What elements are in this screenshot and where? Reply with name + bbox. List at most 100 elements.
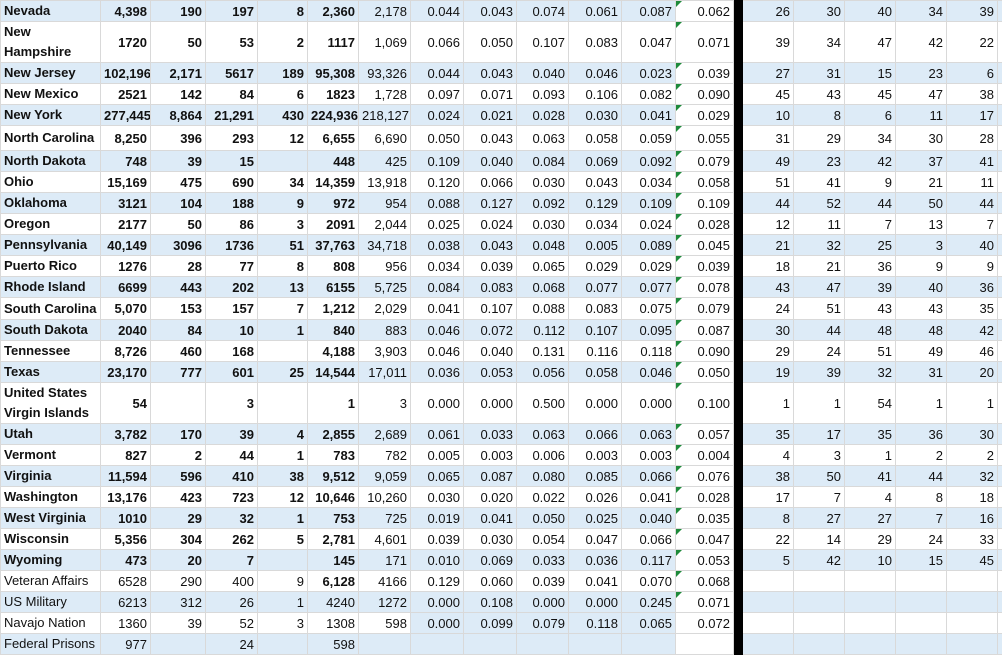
count-cell[interactable]: 54 bbox=[101, 383, 151, 424]
rank-cell[interactable] bbox=[845, 592, 896, 613]
rate-cell[interactable]: 0.088 bbox=[411, 193, 464, 214]
count-cell[interactable]: 777 bbox=[151, 362, 206, 383]
rank-cell[interactable]: 23 bbox=[794, 151, 845, 172]
rate-cell[interactable]: 0.087 bbox=[464, 466, 517, 487]
rate-cell[interactable]: 0.068 bbox=[517, 277, 569, 298]
rank-cell[interactable] bbox=[896, 613, 947, 634]
rate-cell[interactable]: 0.108 bbox=[464, 592, 517, 613]
average-rate-cell[interactable]: 0.045 bbox=[676, 235, 734, 256]
rate-cell[interactable]: 0.082 bbox=[622, 84, 676, 105]
rank-cell[interactable]: 6 bbox=[947, 63, 998, 84]
count-cell[interactable]: 1,212 bbox=[308, 298, 359, 320]
count-cell[interactable]: 4 bbox=[258, 424, 308, 445]
rate-cell[interactable]: 0.034 bbox=[569, 214, 622, 235]
rate-cell[interactable]: 0.041 bbox=[464, 508, 517, 529]
rank-cell[interactable]: 43 bbox=[743, 277, 794, 298]
count-cell[interactable]: 6,655 bbox=[308, 126, 359, 151]
count-cell[interactable]: 2177 bbox=[101, 214, 151, 235]
empty-cell[interactable] bbox=[998, 105, 1002, 126]
rank-cell[interactable]: 43 bbox=[845, 298, 896, 320]
rank-cell[interactable]: 51 bbox=[743, 172, 794, 193]
average-rate-cell[interactable]: 0.039 bbox=[676, 63, 734, 84]
rate-cell[interactable]: 0.039 bbox=[517, 571, 569, 592]
rate-cell[interactable]: 0.065 bbox=[622, 613, 676, 634]
count-cell[interactable]: 25 bbox=[258, 362, 308, 383]
average-rate-cell[interactable]: 0.090 bbox=[676, 84, 734, 105]
row-name-cell[interactable]: South Dakota bbox=[1, 320, 101, 341]
rate-cell[interactable]: 0.059 bbox=[622, 126, 676, 151]
count-cell[interactable]: 475 bbox=[151, 172, 206, 193]
empty-cell[interactable] bbox=[998, 298, 1002, 320]
average-rate-cell[interactable]: 0.039 bbox=[676, 256, 734, 277]
count-cell[interactable]: 410 bbox=[206, 466, 258, 487]
count-cell[interactable]: 10,260 bbox=[359, 487, 411, 508]
rate-cell[interactable]: 0.046 bbox=[569, 63, 622, 84]
rate-cell[interactable]: 0.036 bbox=[411, 362, 464, 383]
rate-cell[interactable]: 0.063 bbox=[517, 126, 569, 151]
count-cell[interactable]: 218,127 bbox=[359, 105, 411, 126]
rate-cell[interactable]: 0.023 bbox=[622, 63, 676, 84]
count-cell[interactable] bbox=[258, 634, 308, 655]
count-cell[interactable]: 34,718 bbox=[359, 235, 411, 256]
average-rate-cell[interactable]: 0.055 bbox=[676, 126, 734, 151]
rate-cell[interactable]: 0.041 bbox=[622, 105, 676, 126]
rate-cell[interactable]: 0.000 bbox=[517, 592, 569, 613]
empty-cell[interactable] bbox=[998, 341, 1002, 362]
rate-cell[interactable]: 0.003 bbox=[464, 445, 517, 466]
rank-cell[interactable] bbox=[743, 592, 794, 613]
rank-cell[interactable]: 25 bbox=[845, 235, 896, 256]
row-name-cell[interactable]: Federal Prisons bbox=[1, 634, 101, 655]
rank-cell[interactable]: 29 bbox=[845, 529, 896, 550]
rate-cell[interactable]: 0.040 bbox=[622, 508, 676, 529]
rank-cell[interactable]: 49 bbox=[896, 341, 947, 362]
count-cell[interactable]: 6,690 bbox=[359, 126, 411, 151]
rate-cell[interactable]: 0.047 bbox=[622, 22, 676, 63]
rate-cell[interactable]: 0.000 bbox=[622, 383, 676, 424]
rate-cell[interactable]: 0.039 bbox=[464, 256, 517, 277]
rate-cell[interactable]: 0.087 bbox=[622, 1, 676, 22]
count-cell[interactable]: 443 bbox=[151, 277, 206, 298]
count-cell[interactable]: 304 bbox=[151, 529, 206, 550]
rank-cell[interactable] bbox=[845, 571, 896, 592]
rank-cell[interactable]: 52 bbox=[794, 193, 845, 214]
count-cell[interactable]: 15 bbox=[206, 151, 258, 172]
count-cell[interactable]: 2521 bbox=[101, 84, 151, 105]
count-cell[interactable]: 2,855 bbox=[308, 424, 359, 445]
rank-cell[interactable] bbox=[896, 592, 947, 613]
rate-cell[interactable]: 0.066 bbox=[569, 424, 622, 445]
count-cell[interactable]: 290 bbox=[151, 571, 206, 592]
rank-cell[interactable]: 4 bbox=[743, 445, 794, 466]
rate-cell[interactable] bbox=[569, 634, 622, 655]
rate-cell[interactable]: 0.030 bbox=[464, 529, 517, 550]
count-cell[interactable]: 312 bbox=[151, 592, 206, 613]
rank-cell[interactable]: 34 bbox=[845, 126, 896, 151]
rank-cell[interactable]: 33 bbox=[947, 529, 998, 550]
average-rate-cell[interactable]: 0.028 bbox=[676, 214, 734, 235]
count-cell[interactable]: 3096 bbox=[151, 235, 206, 256]
empty-cell[interactable] bbox=[998, 424, 1002, 445]
rank-cell[interactable]: 48 bbox=[896, 320, 947, 341]
rank-cell[interactable]: 1 bbox=[743, 383, 794, 424]
rank-cell[interactable]: 39 bbox=[947, 1, 998, 22]
row-name-cell[interactable]: South Carolina bbox=[1, 298, 101, 320]
rate-cell[interactable]: 0.500 bbox=[517, 383, 569, 424]
rate-cell[interactable]: 0.061 bbox=[411, 424, 464, 445]
count-cell[interactable]: 4,601 bbox=[359, 529, 411, 550]
count-cell[interactable]: 601 bbox=[206, 362, 258, 383]
empty-cell[interactable] bbox=[998, 634, 1002, 655]
rank-cell[interactable] bbox=[896, 634, 947, 655]
rate-cell[interactable]: 0.000 bbox=[569, 592, 622, 613]
count-cell[interactable]: 972 bbox=[308, 193, 359, 214]
count-cell[interactable]: 6,128 bbox=[308, 571, 359, 592]
count-cell[interactable]: 3,903 bbox=[359, 341, 411, 362]
empty-cell[interactable] bbox=[998, 126, 1002, 151]
count-cell[interactable]: 5 bbox=[258, 529, 308, 550]
count-cell[interactable]: 39 bbox=[151, 151, 206, 172]
rank-cell[interactable]: 46 bbox=[947, 341, 998, 362]
empty-cell[interactable] bbox=[998, 151, 1002, 172]
rate-cell[interactable]: 0.080 bbox=[517, 466, 569, 487]
rate-cell[interactable]: 0.040 bbox=[464, 151, 517, 172]
count-cell[interactable]: 52 bbox=[206, 613, 258, 634]
rate-cell[interactable]: 0.043 bbox=[464, 126, 517, 151]
count-cell[interactable]: 460 bbox=[151, 341, 206, 362]
